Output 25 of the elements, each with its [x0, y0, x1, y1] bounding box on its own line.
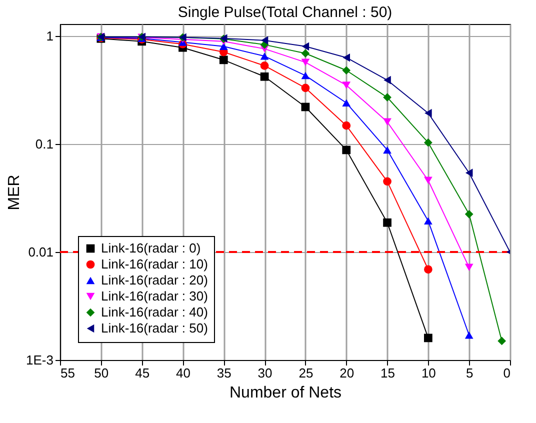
legend-label: Link-16(radar : 10): [101, 256, 208, 272]
x-tick-label: 0: [503, 366, 510, 380]
x-axis-title: Number of Nets: [229, 384, 342, 402]
x-tick-label: 35: [216, 366, 232, 380]
legend-label: Link-16(radar : 20): [101, 272, 208, 288]
legend-label: Link-16(radar : 30): [101, 288, 208, 304]
y-tick-label: 0.1: [35, 136, 54, 152]
y-tick-label: 1: [46, 28, 54, 44]
y-tick-label: 0.01: [28, 244, 54, 260]
x-tick-label: 25: [298, 366, 314, 380]
x-tick-label: 45: [135, 366, 150, 380]
legend-label: Link-16(radar : 0): [101, 240, 201, 256]
x-tick-label: 30: [258, 366, 272, 380]
x-tick-label: 15: [380, 366, 396, 380]
x-tick-label: 55: [60, 366, 75, 380]
x-tick-label: 50: [94, 366, 109, 380]
x-tick-label: 10: [421, 366, 436, 380]
y-axis-title: MER: [6, 174, 24, 210]
y-tick-label: 1E-3: [26, 352, 54, 368]
x-tick-label: 40: [176, 366, 190, 380]
chart-title: Single Pulse(Total Channel : 50): [178, 4, 392, 21]
x-tick-label: 5: [466, 366, 474, 380]
legend-label: Link-16(radar : 40): [101, 304, 208, 320]
legend-label: Link-16(radar : 50): [101, 320, 208, 336]
x-tick-label: 20: [340, 366, 354, 380]
